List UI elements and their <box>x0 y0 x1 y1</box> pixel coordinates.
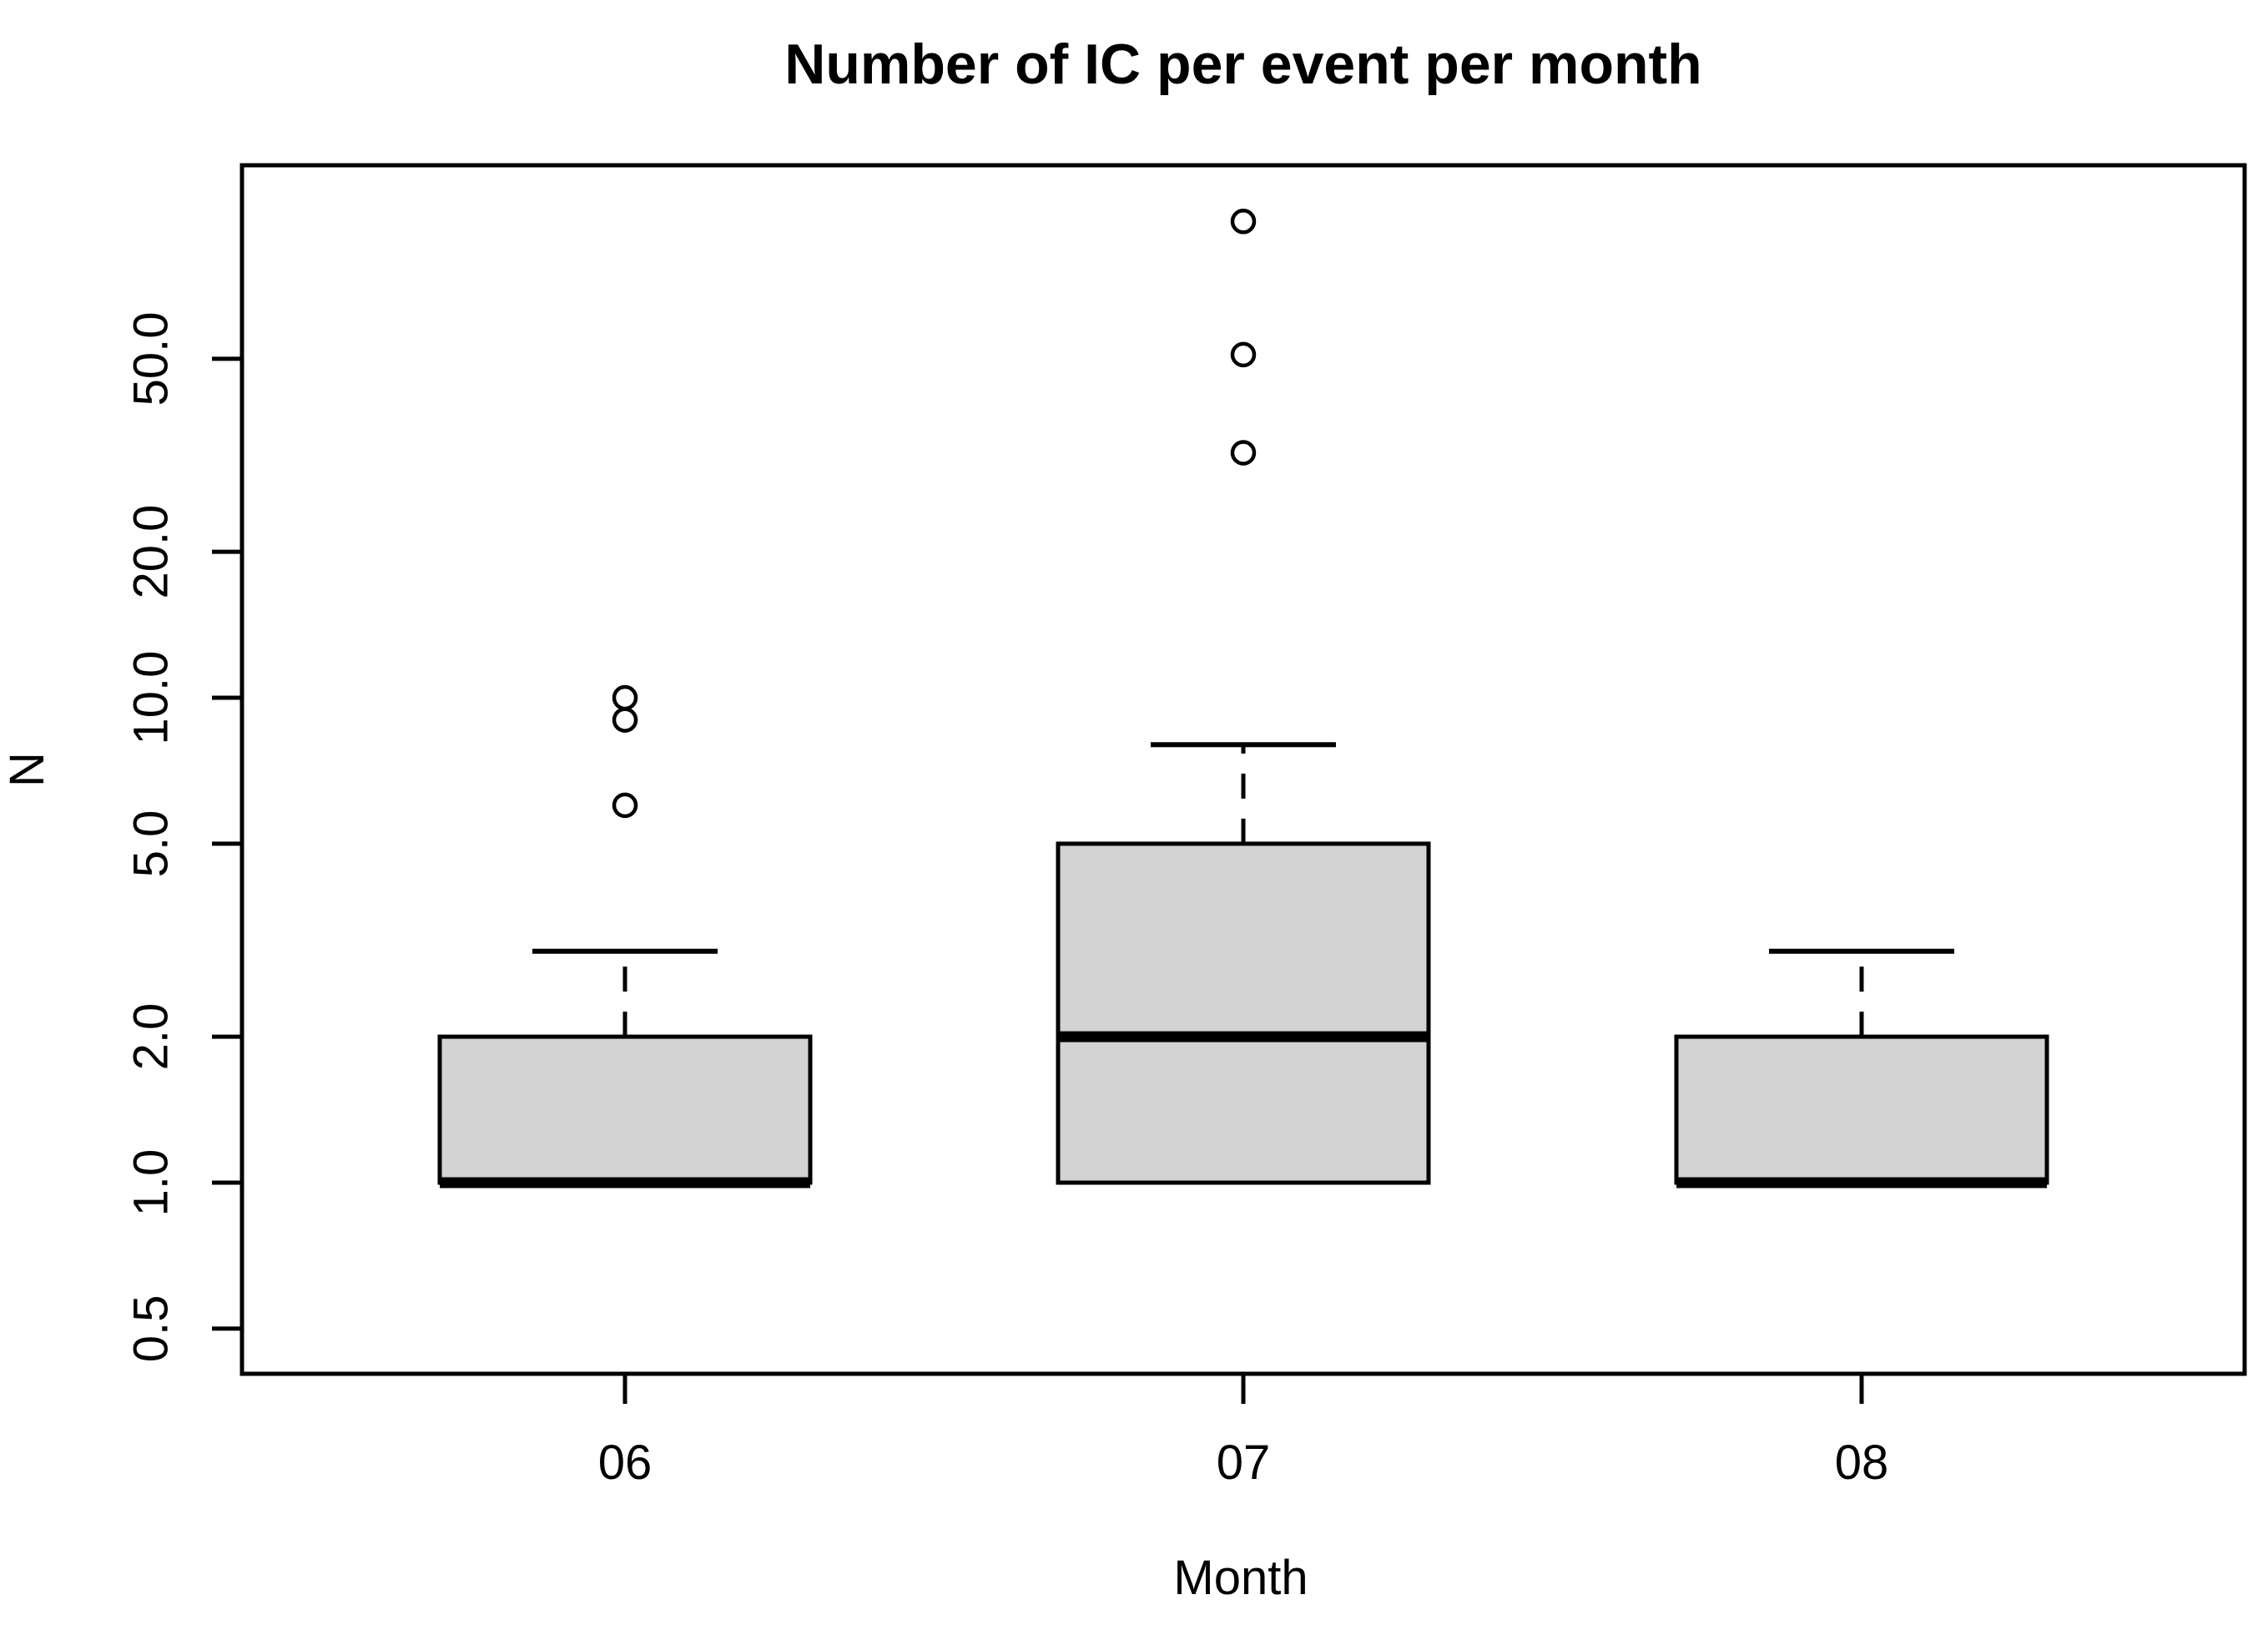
x-axis-tick-label: 08 <box>1835 1436 1889 1490</box>
chart-title: Number of IC per event per month <box>784 33 1701 96</box>
iqr-box <box>1056 841 1431 1185</box>
boxes-layer <box>437 209 2049 1188</box>
y-axis-tick-label: 5.0 <box>123 810 178 878</box>
x-axis-tick-label: 07 <box>1217 1436 1271 1490</box>
box-group-07 <box>1056 209 1431 1185</box>
outlier-point <box>1230 440 1257 466</box>
outlier-point <box>612 707 638 733</box>
x-axis-tick-label: 06 <box>598 1436 653 1490</box>
y-axis-tick-label: 2.0 <box>123 1003 178 1071</box>
y-axis-tick-label: 1.0 <box>123 1149 178 1217</box>
outlier-point <box>1230 341 1257 368</box>
outlier-point <box>1230 209 1257 235</box>
box-group-06 <box>437 684 813 1188</box>
y-axis-tick-label: 50.0 <box>123 311 178 406</box>
box-group-08 <box>1674 948 2049 1188</box>
axes-layer: 0.5 1.0 2.0 5.0 10.0 20.0 50.0 06 07 08 <box>123 311 1888 1490</box>
plot-border <box>239 163 2247 1376</box>
y-axis-tick-label: 0.5 <box>123 1295 178 1363</box>
iqr-box <box>437 1034 813 1185</box>
iqr-box <box>1674 1034 2049 1185</box>
outlier-point <box>612 684 638 711</box>
y-axis-tick-label: 20.0 <box>123 505 178 599</box>
outlier-point <box>612 792 638 819</box>
x-axis-title: Month <box>1173 1551 1308 1605</box>
y-axis-tick-label: 10.0 <box>123 651 178 745</box>
y-axis-title: N <box>0 752 54 787</box>
